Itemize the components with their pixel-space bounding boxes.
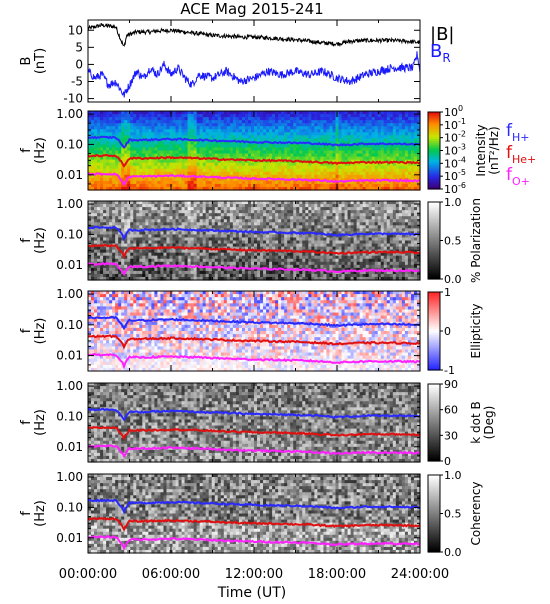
- y-axis-label: f: [19, 148, 34, 153]
- y-axis-label: B: [19, 57, 34, 66]
- chart-title: ACE Mag 2015-241: [180, 0, 323, 18]
- gyrofreq-legend-subscript: H+: [512, 131, 530, 144]
- colorbar-tick-label: 10-6: [444, 181, 466, 196]
- colorbar-exponent: 0: [458, 104, 463, 113]
- colorbar-exponent: -3: [458, 143, 466, 152]
- y-axis-label: (nT): [33, 48, 48, 74]
- gyrofreq-legend-item: fHe+: [506, 143, 536, 166]
- y-tick-label: 5: [75, 40, 83, 54]
- colorbar-exponent: -1: [458, 117, 466, 126]
- y-tick-label: -10: [63, 92, 83, 106]
- y-tick-label: 0.10: [56, 137, 83, 151]
- y-axis-label: (Hz): [33, 137, 48, 164]
- colorbar-exponent: -6: [458, 181, 466, 190]
- colorbar-exponent: -5: [458, 168, 466, 177]
- y-tick-label: 1.00: [56, 107, 83, 121]
- colorbar-label: Intensity: [474, 124, 488, 176]
- y-tick-label: -5: [71, 75, 83, 89]
- y-tick-label: 0: [75, 57, 83, 71]
- legend-br-subscript: R: [442, 51, 450, 65]
- y-tick-label: 10: [68, 23, 83, 37]
- colorbar-exponent: -2: [458, 130, 466, 139]
- gyrofreq-legend-subscript: O+: [512, 175, 530, 188]
- y-tick-label: 0.01: [56, 168, 83, 182]
- panels-layer: 1050-5-10B(nT)|B|BR1.000.100.01f(Hz)1001…: [19, 20, 536, 582]
- line-panel-bg: [88, 20, 420, 102]
- gyrofreq-legend-item: fO+: [506, 165, 530, 188]
- colorbar-label: (nT²/Hz): [487, 126, 501, 174]
- gyrofreq-legend-item: fH+: [506, 121, 530, 144]
- colorbar-exponent: -4: [458, 155, 466, 164]
- gyrofreq-legend-subscript: He+: [512, 153, 536, 166]
